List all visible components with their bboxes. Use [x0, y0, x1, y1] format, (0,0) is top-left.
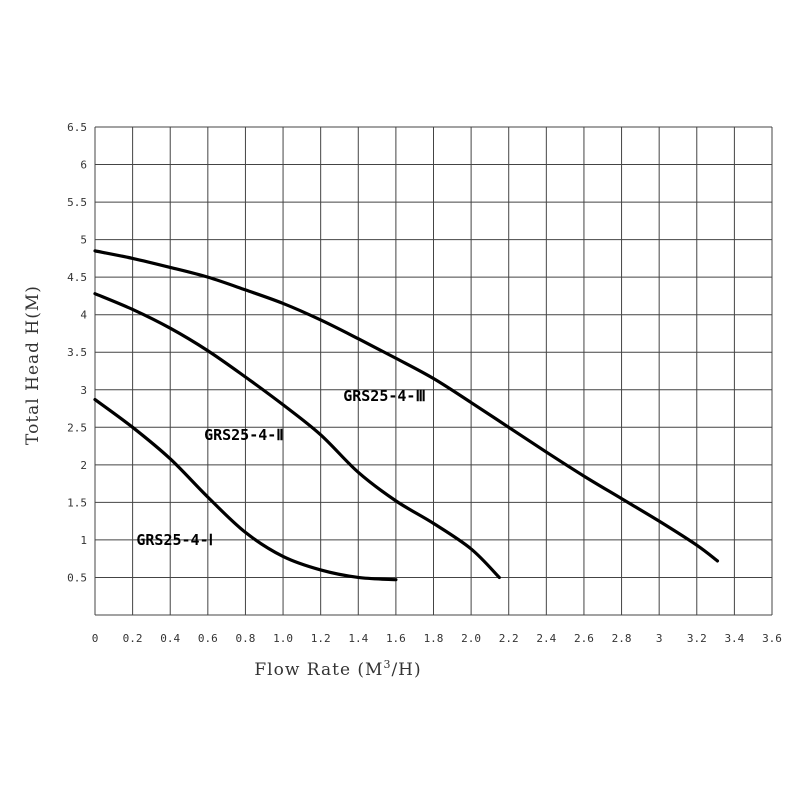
- x-tick-label: 3.4: [724, 632, 744, 645]
- y-tick-label: 1: [80, 534, 87, 547]
- y-tick-label: 3: [80, 384, 87, 397]
- x-tick-label: 2.6: [574, 632, 594, 645]
- y-tick-label: 6: [80, 159, 87, 172]
- y-axis-ticks: 0.5 1 1.5 2 2.5 3 3.5 4 4.5 5 5.5 6 6.5: [67, 121, 87, 584]
- x-tick-label: 2.8: [612, 632, 632, 645]
- series-labels: GRS25-4-Ⅰ GRS25-4-Ⅱ GRS25-4-Ⅲ: [136, 387, 425, 549]
- x-axis-title: Flow Rate (M3/H): [254, 658, 421, 680]
- x-axis-title-main: Flow Rate (M: [254, 660, 383, 680]
- x-tick-label: 1.4: [348, 632, 368, 645]
- x-tick-label: 3.2: [687, 632, 707, 645]
- x-tick-label: 1.6: [386, 632, 406, 645]
- y-tick-label: 4: [80, 309, 87, 322]
- y-tick-label: 2.5: [67, 421, 87, 434]
- x-tick-label: 0: [92, 632, 99, 645]
- x-tick-label: 2.4: [536, 632, 556, 645]
- grid: [94, 126, 773, 616]
- x-tick-label: 0.4: [160, 632, 180, 645]
- x-tick-label: 2.2: [499, 632, 519, 645]
- y-tick-label: 5: [80, 234, 87, 247]
- x-axis-ticks: 0 0.2 0.4 0.6 0.8 1.0 1.2 1.4 1.6 1.8 2.0 2.2 2.4 2.6…: [92, 632, 782, 645]
- y-tick-label: 5.5: [67, 196, 87, 209]
- y-tick-label: 3.5: [67, 346, 87, 359]
- series-curve-grs25-4-i: [93, 397, 398, 582]
- x-axis-title-sup: 3: [383, 658, 391, 671]
- series-label-grs25-4-i: GRS25-4-Ⅰ: [136, 531, 213, 549]
- x-tick-label: 0.2: [123, 632, 143, 645]
- x-tick-label: 3.6: [762, 632, 782, 645]
- x-tick-label: 1.2: [311, 632, 331, 645]
- x-tick-label: 0.6: [198, 632, 218, 645]
- y-axis-title: Total Head H(M): [23, 285, 43, 445]
- series-curve-grs25-4-iii: [93, 249, 720, 563]
- y-tick-label: 2: [80, 459, 87, 472]
- x-tick-label: 0.8: [236, 632, 256, 645]
- y-tick-label: 4.5: [67, 271, 87, 284]
- y-tick-label: 0.5: [67, 571, 87, 584]
- x-axis-title-tail: /H): [391, 660, 421, 680]
- x-tick-label: 2.0: [461, 632, 481, 645]
- series-label-grs25-4-iii: GRS25-4-Ⅲ: [343, 387, 426, 405]
- series-curves: [93, 249, 720, 582]
- x-tick-label: 3: [656, 632, 663, 645]
- x-tick-label: 1.0: [273, 632, 293, 645]
- y-tick-label: 1.5: [67, 496, 87, 509]
- series-curve-grs25-4-ii: [93, 292, 501, 580]
- series-label-grs25-4-ii: GRS25-4-Ⅱ: [204, 426, 284, 444]
- x-tick-label: 1.8: [424, 632, 444, 645]
- y-tick-label: 6.5: [67, 121, 87, 134]
